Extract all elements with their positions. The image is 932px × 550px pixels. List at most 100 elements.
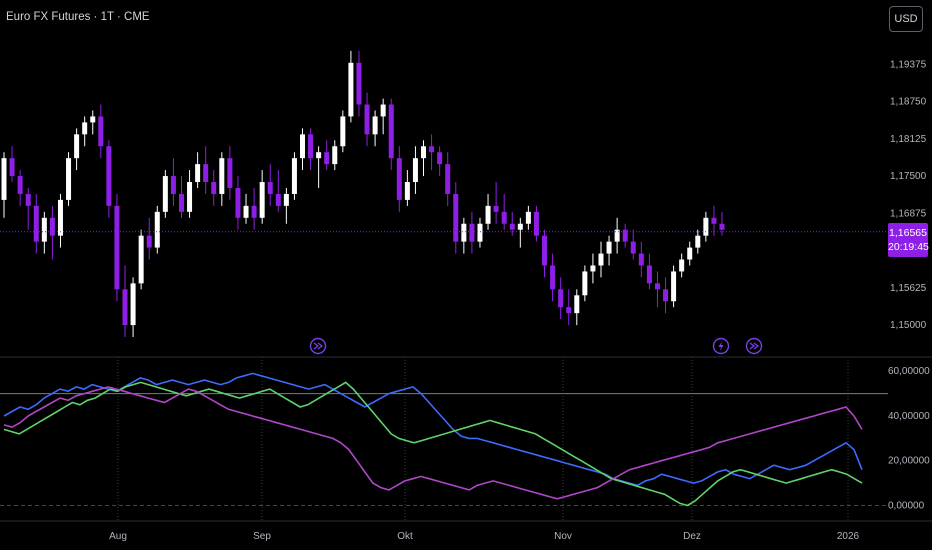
price-axis[interactable]: 1,193751,187501,181251,175001,168751,162… (890, 59, 927, 331)
candle-body (614, 229, 620, 242)
candle-body (130, 283, 136, 326)
time-tick-label: Dez (683, 531, 701, 542)
candle-body (332, 146, 338, 165)
time-tick-label: Sep (253, 531, 271, 542)
candle-body (219, 158, 225, 194)
candle-body (235, 187, 241, 218)
candle-body (509, 223, 515, 230)
candle-body (340, 116, 346, 147)
candle-body (178, 193, 184, 212)
candle-body (243, 205, 249, 218)
candle-body (162, 176, 168, 212)
candle-body (703, 217, 709, 236)
candle-body (437, 152, 443, 165)
indicator-tick-label: 20,00000 (888, 456, 930, 467)
candle-body (57, 199, 63, 236)
candle-body (275, 193, 281, 206)
grid (0, 356, 932, 522)
candle-body (663, 289, 669, 302)
candle-body (187, 182, 193, 212)
time-axis[interactable]: Aug Sep Okt Nov Dez 2026 (109, 531, 859, 542)
indicator-tick-label: 40,00000 (888, 411, 930, 422)
candle-body (646, 265, 652, 284)
indicator-series-line (3, 372, 863, 487)
candle-body (574, 295, 580, 314)
indicator-axis[interactable]: 60,00000 40,00000 20,00000 0,00000 (888, 366, 930, 511)
candle-body (195, 164, 201, 183)
candle-body (98, 116, 104, 147)
candle-body (114, 205, 120, 290)
price-tick-label: 1,19375 (890, 59, 927, 70)
price-tick-label: 1,18750 (890, 97, 927, 108)
candle-body (380, 104, 386, 117)
price-tick-label: 1,15625 (890, 283, 927, 294)
candle-body (316, 152, 322, 159)
time-tick-label: Nov (554, 531, 572, 542)
candle-body (356, 62, 362, 105)
price-tick-label: 1,18125 (890, 134, 927, 145)
candle-body (517, 223, 523, 230)
candle-body (630, 241, 636, 254)
candle-body (291, 158, 297, 194)
fast-forward-icon[interactable] (309, 337, 327, 355)
candle-body (695, 235, 701, 248)
candle-body (638, 253, 644, 266)
candle-body (308, 134, 314, 159)
lightning-icon[interactable] (712, 337, 730, 355)
last-price-value: 1,16565 (889, 227, 927, 239)
candle-body (469, 223, 475, 242)
candle-body (211, 182, 217, 194)
time-tick-label: 2026 (837, 531, 860, 542)
bar-countdown: 20:19:45 (888, 241, 929, 253)
candle-body (590, 265, 596, 272)
candle-body (582, 271, 588, 296)
candle-body (82, 122, 88, 135)
candle-body (17, 176, 23, 194)
candle-body (227, 158, 233, 188)
candle-body (485, 205, 491, 224)
candle-body (404, 182, 410, 200)
event-markers[interactable] (309, 337, 763, 355)
candle-body (324, 152, 330, 165)
indicator-tick-label: 0,00000 (888, 501, 925, 512)
candle-body (445, 164, 451, 194)
candle-body (372, 116, 378, 135)
price-candles (0, 50, 888, 338)
candle-body (299, 134, 305, 159)
candle-body (493, 205, 499, 212)
candle-body (154, 211, 160, 248)
candle-body (606, 241, 612, 254)
candle-body (106, 146, 112, 206)
price-tick-label: 1,17500 (890, 171, 927, 182)
time-tick-label: Aug (109, 531, 127, 542)
currency-button[interactable]: USD (889, 6, 923, 32)
candle-body (90, 116, 96, 123)
candle-body (138, 235, 144, 284)
candle-body (146, 235, 152, 248)
candle-body (421, 146, 427, 159)
indicator-series-line (3, 386, 863, 500)
candle-body (9, 158, 15, 177)
candle-body (687, 247, 693, 260)
candle-body (622, 229, 628, 242)
candle-body (49, 217, 55, 236)
candle-body (122, 289, 128, 326)
price-tick-label: 1,15000 (890, 320, 927, 331)
fast-forward-icon[interactable] (745, 337, 763, 355)
candle-body (566, 307, 572, 314)
lightning-glyph (718, 341, 724, 351)
candle-body (679, 259, 685, 272)
candle-body (259, 182, 265, 218)
candle-body (203, 164, 209, 183)
indicator-series-line (3, 381, 863, 507)
candle-body (1, 158, 7, 200)
candle-body (654, 283, 660, 290)
fast-forward-glyph (313, 342, 324, 350)
fast-forward-glyph (749, 342, 760, 350)
candle-body (348, 62, 354, 117)
candle-body (501, 211, 507, 224)
candle-body (412, 158, 418, 183)
candle-body (598, 253, 604, 266)
indicator-lines (3, 372, 863, 507)
